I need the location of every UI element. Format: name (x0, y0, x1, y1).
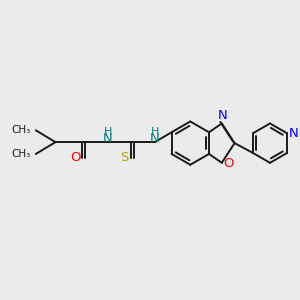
Text: N: N (218, 109, 228, 122)
Text: O: O (224, 157, 234, 170)
Text: N: N (103, 132, 112, 145)
Text: N: N (150, 132, 160, 145)
Text: N: N (289, 127, 299, 140)
Text: CH₃: CH₃ (12, 149, 31, 159)
Text: CH₃: CH₃ (12, 125, 31, 135)
Text: H: H (103, 127, 112, 137)
Text: S: S (120, 152, 128, 164)
Text: H: H (151, 127, 159, 137)
Text: O: O (70, 152, 80, 164)
